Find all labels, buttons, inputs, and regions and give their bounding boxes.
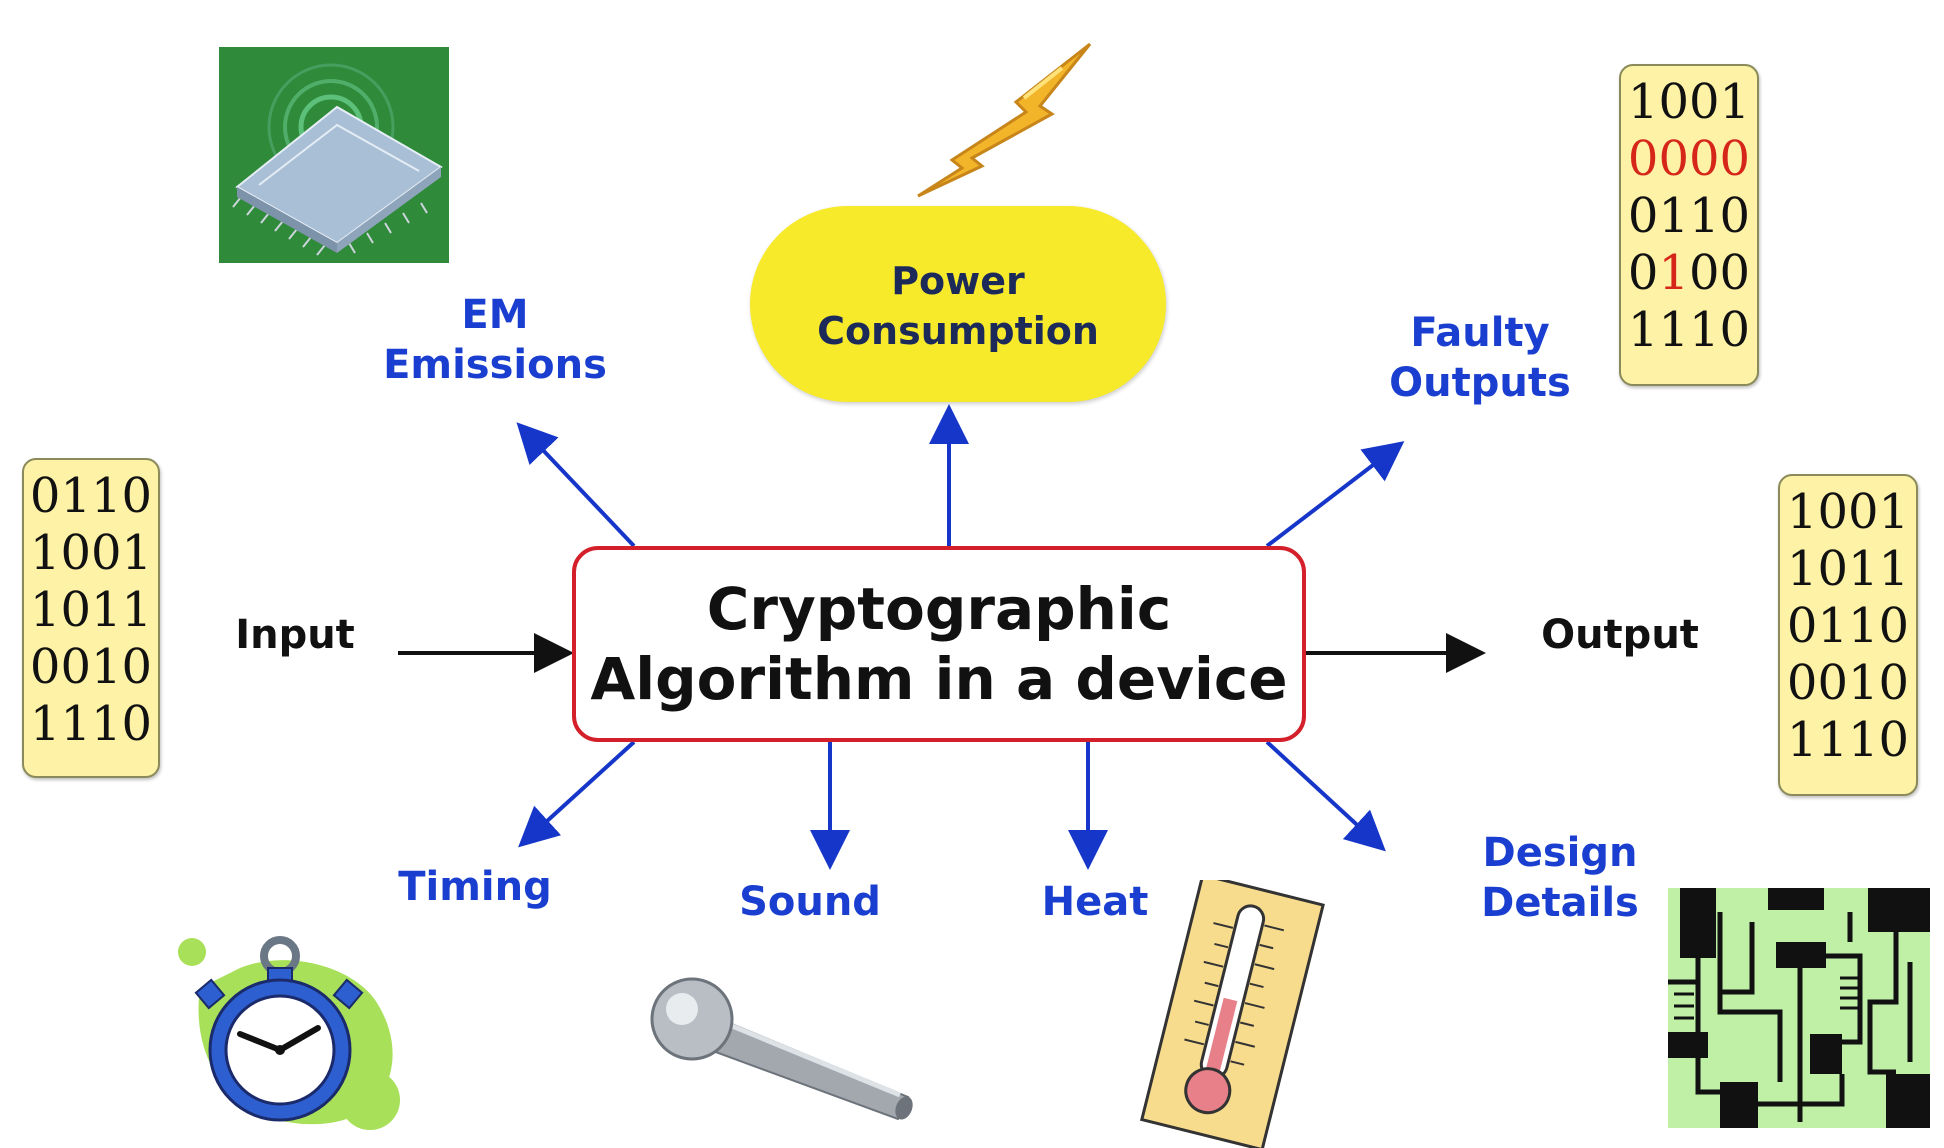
faulty-bit: 0 (1627, 245, 1659, 301)
output-bits-row: 0110 (1786, 598, 1910, 654)
input-bits-row: 1110 (29, 696, 153, 752)
input-bits-row: 1011 (29, 582, 153, 638)
faulty-bits-row: 0110 (1627, 188, 1751, 244)
power-label-line1: Power (891, 259, 1025, 303)
arrow-em (516, 422, 636, 548)
faulty-bits-row-fault: 0000 (1627, 131, 1751, 187)
timing-label: Timing (398, 864, 552, 910)
input-label: Input (235, 612, 355, 658)
lightning-icon (917, 42, 1092, 198)
central-title-line1: Cryptographic (706, 575, 1172, 643)
thermometer-icon (1139, 880, 1325, 1148)
central-title-line2: Algorithm in a device (590, 645, 1288, 713)
output-bits-row: 0010 (1786, 655, 1910, 711)
faulty-outputs-label: Faulty Outputs (1360, 308, 1600, 408)
faulty-bits-card: 1001 0000 0110 0100 1110 (1619, 64, 1759, 386)
design-details-label: Design Details (1455, 828, 1665, 928)
arrow-design (1265, 740, 1386, 852)
microphone-icon (650, 977, 913, 1121)
faulty-bit-fault: 1 (1658, 245, 1689, 301)
stopwatch-icon (178, 936, 400, 1130)
faulty-label-line2: Outputs (1389, 360, 1571, 406)
output-label: Output (1541, 612, 1699, 658)
design-label-line2: Details (1481, 880, 1639, 926)
output-bits-row: 1011 (1786, 541, 1910, 597)
faulty-bits-row: 1001 (1627, 74, 1751, 130)
output-bits-row: 1001 (1786, 484, 1910, 540)
design-label-line1: Design (1482, 830, 1638, 876)
power-label-line2: Consumption (817, 309, 1099, 353)
faulty-bits-row: 0100 (1621, 245, 1757, 302)
arrow-timing (518, 740, 636, 848)
input-bits-row: 0010 (29, 639, 153, 695)
arrow-faulty (1265, 441, 1405, 548)
em-emissions-label: EM Emissions (370, 290, 620, 390)
em-label-line1: EM (461, 292, 529, 338)
power-consumption-bubble: Power Consumption (750, 206, 1166, 402)
central-algorithm-box: Cryptographic Algorithm in a device (572, 546, 1306, 742)
sound-label: Sound (739, 879, 881, 925)
chip-icon (219, 47, 449, 263)
circuit-board-icon (1668, 888, 1930, 1128)
em-label-line2: Emissions (383, 342, 607, 388)
input-bits-row: 0110 (29, 468, 153, 524)
output-bits-row: 1110 (1786, 712, 1910, 768)
input-bits-row: 1001 (29, 525, 153, 581)
faulty-label-line1: Faulty (1410, 310, 1550, 356)
faulty-bits-row: 1110 (1627, 302, 1751, 358)
input-bits-card: 0110 1001 1011 0010 1110 (22, 458, 160, 778)
output-bits-card: 1001 1011 0110 0010 1110 (1778, 474, 1918, 796)
heat-label: Heat (1041, 879, 1149, 925)
faulty-bit: 00 (1689, 245, 1751, 301)
